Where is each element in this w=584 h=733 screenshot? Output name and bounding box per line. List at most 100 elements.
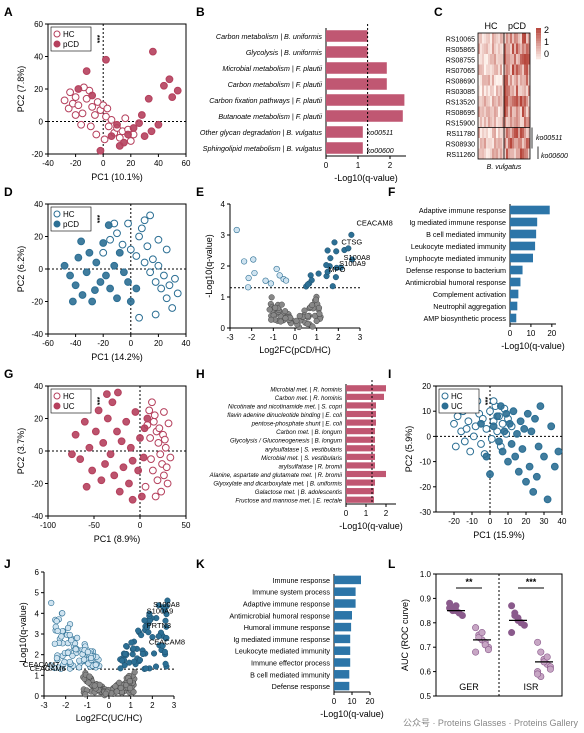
heatmap-cell — [486, 64, 489, 76]
heatmap-cell — [498, 85, 501, 97]
heatmap-cell — [518, 117, 521, 128]
x-tick-label: 0 — [324, 161, 329, 170]
data-point-UC — [529, 487, 538, 496]
data-point-pCD — [129, 124, 138, 132]
panel-label-B: B — [196, 5, 205, 19]
heatmap-cell — [480, 117, 483, 128]
data-point-UC — [520, 424, 529, 433]
category-label: Ig mediated immune response — [233, 635, 330, 644]
heatmap-cell — [480, 96, 483, 107]
heatmap-cell — [512, 117, 515, 128]
bar — [346, 462, 375, 469]
heatmap-cell — [490, 75, 493, 86]
heatmap-cell — [514, 33, 517, 44]
heatmap-cell — [522, 64, 525, 76]
heatmap-cell — [504, 106, 507, 118]
data-point-ns — [82, 691, 89, 698]
heatmap-cell — [500, 75, 503, 86]
heatmap-cell — [492, 148, 495, 160]
panel-I: -20 -10 0 10 20 30 40 -30 -20 -10 0 10 20 PC1 (15.9%)… — [404, 382, 567, 540]
heatmap-cell — [494, 64, 497, 76]
heatmap-row-label: RS03085 — [446, 89, 475, 96]
heatmap-cell — [516, 127, 519, 139]
heatmap-cell — [500, 117, 503, 128]
heatmap-cell — [494, 85, 497, 97]
heatmap-row-label: RS11780 — [446, 131, 475, 138]
y-tick-label: 1.0 — [420, 570, 432, 579]
data-point-up — [146, 610, 153, 617]
data-point-ns — [315, 304, 323, 311]
data-point-HC — [163, 479, 172, 488]
data-point-ISR — [546, 665, 554, 673]
panel-F: Adaptive immune response Ig mediated immu… — [405, 204, 565, 351]
heatmap-cell — [482, 75, 485, 86]
data-point-UC — [525, 462, 534, 471]
heatmap-cell — [486, 138, 489, 149]
data-point-down — [276, 272, 283, 279]
data-point-HC — [74, 101, 83, 110]
category-label: Immune system process — [252, 588, 330, 597]
heatmap-cell — [496, 138, 499, 149]
bar — [326, 30, 368, 42]
x-tick-label: 2 — [384, 509, 389, 518]
y-tick-label: 0.8 — [420, 619, 432, 628]
gene-label: S100A9 — [339, 259, 366, 268]
data-point-UC — [88, 466, 97, 475]
data-point-down — [262, 277, 269, 284]
bar — [510, 277, 521, 287]
category-label: Defense response — [272, 682, 330, 691]
heatmap-cell — [518, 106, 521, 118]
bar — [334, 681, 350, 691]
heatmap-cell — [494, 75, 497, 86]
category-label: Carbon fixation pathways | F. plautii — [209, 96, 322, 105]
legend-label: HC — [63, 30, 75, 39]
data-point-HC — [164, 419, 173, 428]
heatmap-cell — [524, 117, 527, 128]
legend-label: UC — [451, 402, 463, 411]
heatmap-cell — [514, 127, 517, 139]
heatmap-cell — [494, 127, 497, 139]
data-point-pCD — [160, 81, 168, 90]
heatmap-cell — [522, 96, 525, 107]
heatmap-cell — [528, 148, 531, 160]
bar — [346, 445, 375, 452]
heatmap-cell — [518, 54, 521, 65]
bar — [334, 611, 352, 620]
data-point-ns — [268, 294, 275, 301]
panel-J: -3 -2 -1 0 1 2 3 0 1 2 3 4 5 6 Log2FC(UC/HC) -Log10(q-v… — [18, 568, 185, 723]
heatmap-cell — [522, 117, 525, 128]
data-point-UC — [76, 455, 85, 464]
significance-label: *** — [481, 397, 488, 405]
heatmap-cell — [518, 127, 521, 139]
x-tick-label: 60 — [182, 159, 191, 168]
heatmap-cell — [486, 43, 489, 55]
y-tick-label: 3 — [221, 231, 226, 240]
y-tick-label: 20 — [34, 415, 43, 424]
category-label: flavin adenine dinucleotide binding | E.… — [227, 412, 342, 419]
heatmap-cell — [494, 117, 497, 128]
heatmap-cell — [516, 138, 519, 149]
data-point-ns — [102, 690, 109, 697]
heatmap-cell — [496, 127, 499, 139]
heatmap-cell — [488, 64, 491, 76]
heatmap-cell — [486, 148, 489, 160]
panel-K: Immune response Immune system process Adap… — [229, 574, 384, 719]
x-tick-label: -100 — [40, 521, 57, 530]
heatmap-cell — [500, 54, 503, 65]
heatmap-cell — [510, 148, 513, 160]
bar — [334, 599, 356, 608]
data-point-up — [117, 665, 124, 672]
data-point-HC — [171, 274, 179, 283]
data-point-down — [68, 637, 75, 644]
data-point-UC — [110, 471, 119, 480]
heatmap-cell — [480, 106, 483, 118]
data-point-ns — [96, 681, 103, 688]
data-point-up — [118, 657, 126, 664]
data-point-down — [251, 269, 258, 277]
x-axis-title: -Log10(q-value) — [501, 341, 565, 351]
data-point-UC — [99, 438, 108, 447]
data-point-pCD — [137, 111, 146, 119]
data-point-HC — [66, 88, 74, 97]
data-point-ns — [282, 308, 289, 315]
heatmap-cell — [514, 54, 517, 65]
